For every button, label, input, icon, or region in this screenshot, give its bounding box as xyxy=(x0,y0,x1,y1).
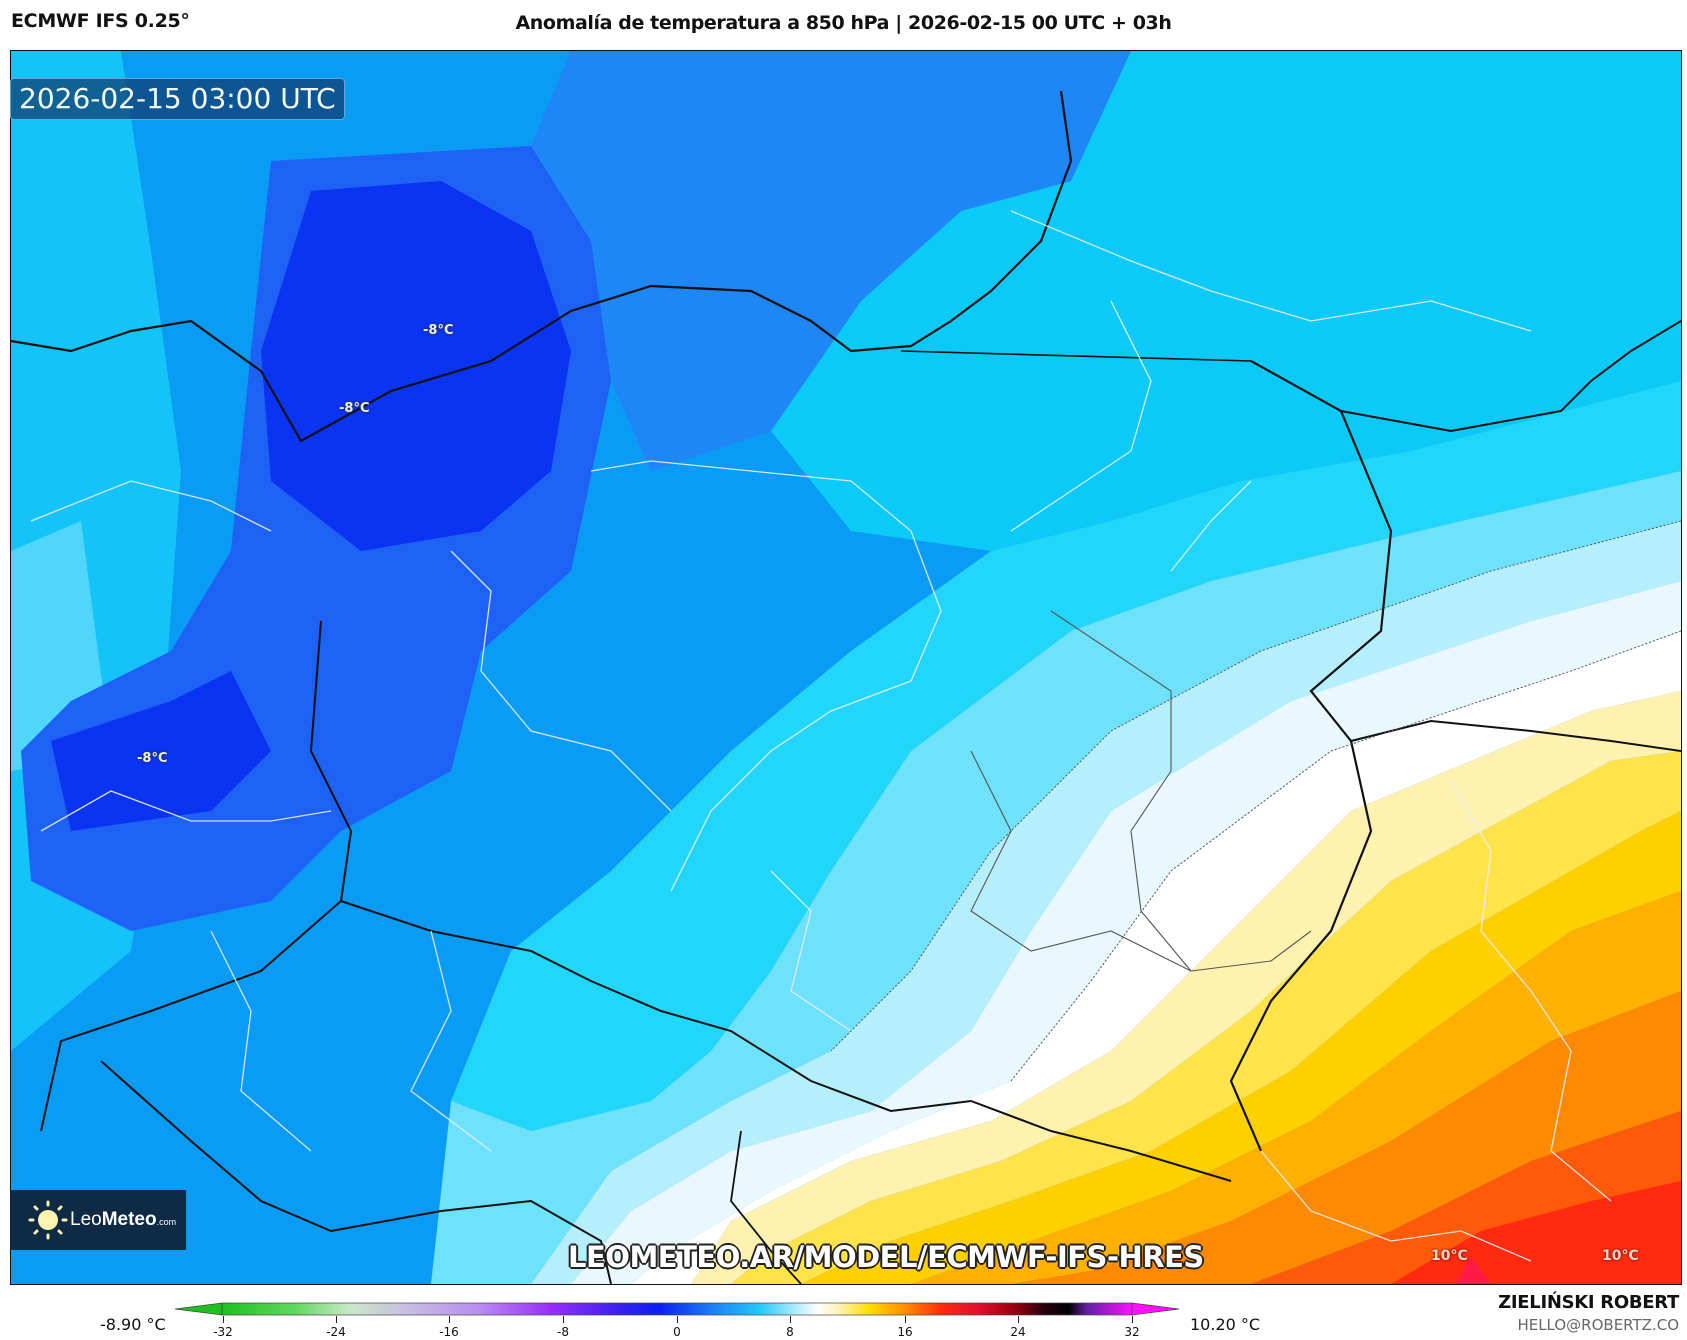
colorbar-tick xyxy=(905,1316,906,1323)
isoline-label: 10°C xyxy=(1602,1248,1639,1264)
colorbar-tick-label: 0 xyxy=(673,1325,681,1339)
model-label: ECMWF IFS 0.25° xyxy=(11,10,190,32)
colorbar-tick-label: -24 xyxy=(326,1325,346,1339)
isoline-label: -8°C xyxy=(137,751,168,766)
isoline-label: -8°C xyxy=(423,323,454,338)
colorbar-tick xyxy=(223,1316,224,1323)
colorbar-tick xyxy=(449,1316,450,1323)
colorbar-ticks: -32 -24 -16 -8 0 8 16 24 32 xyxy=(0,1316,1687,1340)
isoline-label: -8°C xyxy=(339,401,370,416)
map-field xyxy=(11,51,1681,1284)
colorbar-tick-label: 8 xyxy=(786,1325,794,1339)
temperature-anomaly-map: -8°C -8°C -8°C 10°C 10°C xyxy=(10,50,1682,1285)
author-name: ZIELIŃSKI ROBERT xyxy=(1498,1292,1679,1313)
colorbar xyxy=(175,1302,1180,1316)
colorbar-tick-label: -8 xyxy=(557,1325,569,1339)
author-email: HELLO@ROBERTZ.CO xyxy=(1517,1316,1679,1334)
leometeo-logo: LeoMeteo.com xyxy=(10,1190,186,1250)
colorbar-tick-label: 32 xyxy=(1124,1325,1140,1339)
colorbar-tick-label: 16 xyxy=(897,1325,913,1339)
colorbar-tick-label: -16 xyxy=(439,1325,459,1339)
colorbar-tick xyxy=(1018,1316,1019,1323)
chart-title: Anomalía de temperatura a 850 hPa | 2026… xyxy=(515,12,1172,34)
colorbar-tick xyxy=(790,1316,791,1323)
sun-icon xyxy=(28,1200,68,1240)
logo-text: LeoMeteo.com xyxy=(70,1209,177,1230)
isoline-label: 10°C xyxy=(1431,1248,1468,1264)
colorbar-tick xyxy=(677,1316,678,1323)
colorbar-tick-label: 24 xyxy=(1010,1325,1026,1339)
colorbar-tick xyxy=(336,1316,337,1323)
field-max-label: 10.20 °C xyxy=(1190,1315,1261,1334)
source-watermark: LEOMETEO.AR/MODEL/ECMWF-IFS-HRES xyxy=(568,1240,1204,1274)
colorbar-tick xyxy=(1132,1316,1133,1323)
valid-time-badge: 2026-02-15 03:00 UTC xyxy=(10,78,345,120)
colorbar-tick xyxy=(563,1316,564,1323)
field-min-label: -8.90 °C xyxy=(100,1315,166,1334)
colorbar-tick-label: -32 xyxy=(213,1325,233,1339)
